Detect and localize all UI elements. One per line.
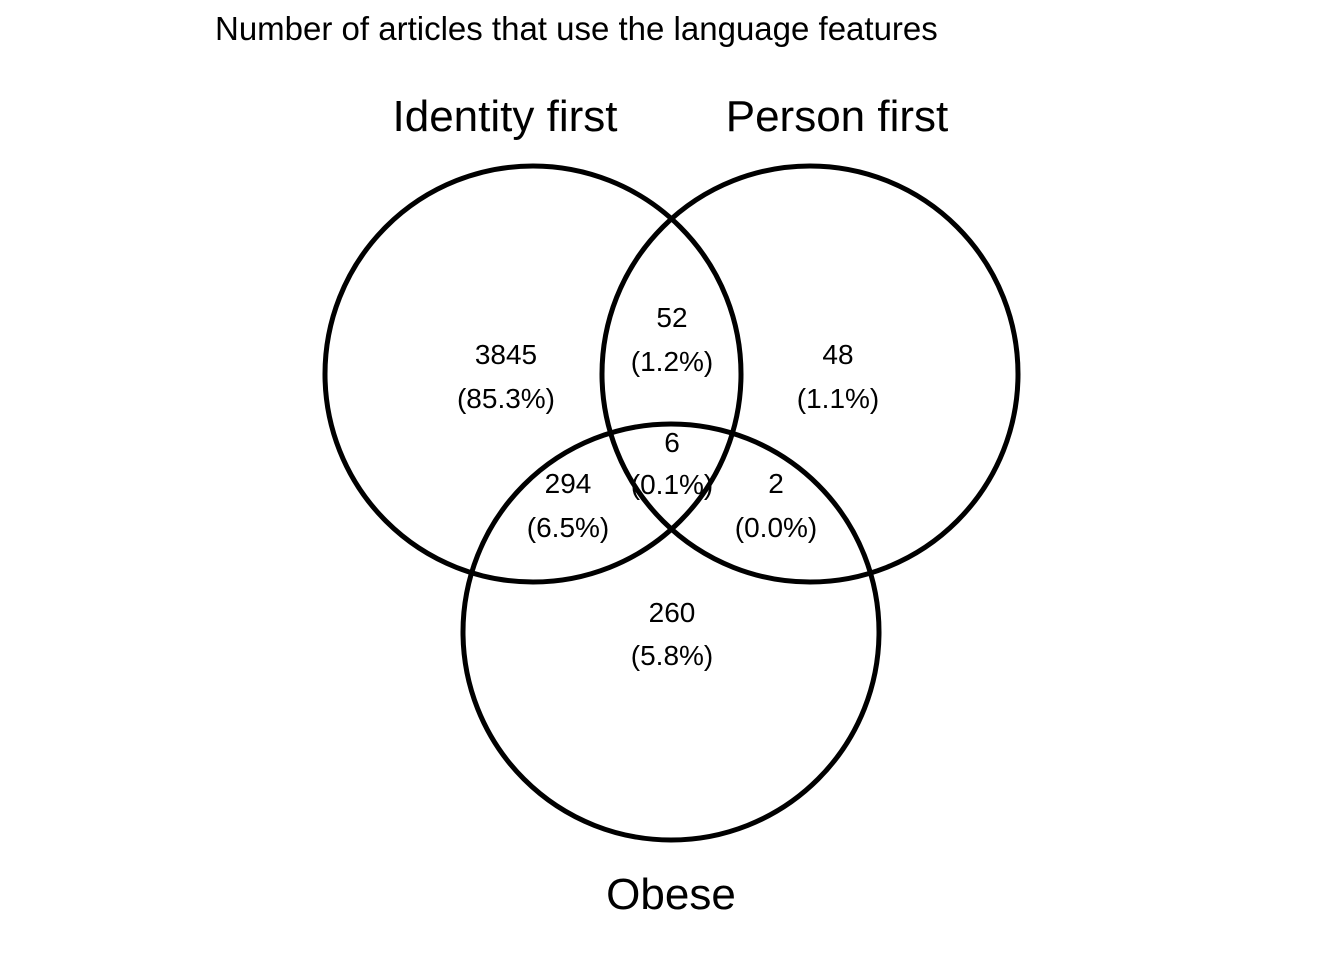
set-label-person-first: Person first	[726, 92, 949, 141]
region-person-only-count: 48	[822, 339, 853, 370]
person-first-circle	[599, 163, 1021, 585]
region-identity-only-percent: (85.3%)	[457, 383, 555, 414]
region-identity-only-count: 3845	[475, 339, 537, 370]
set-label-obese: Obese	[606, 870, 736, 919]
identity-first-circle	[322, 163, 744, 585]
figure-title: Number of articles that use the language…	[215, 10, 938, 47]
obese-circle	[460, 421, 882, 843]
region-identity-person-count: 52	[656, 302, 687, 333]
region-identity-person-percent: (1.2%)	[631, 346, 713, 377]
region-person-obese-percent: (0.0%)	[735, 512, 817, 543]
region-person-obese-count: 2	[768, 468, 784, 499]
region-obese-only-count: 260	[649, 597, 696, 628]
region-all-three-percent: (0.1%)	[631, 469, 713, 500]
region-obese-only-percent: (5.8%)	[631, 640, 713, 671]
region-all-three-count: 6	[664, 427, 680, 458]
region-person-only-percent: (1.1%)	[797, 383, 879, 414]
region-identity-obese-count: 294	[545, 468, 592, 499]
region-identity-obese-percent: (6.5%)	[527, 512, 609, 543]
set-label-identity-first: Identity first	[393, 92, 618, 141]
